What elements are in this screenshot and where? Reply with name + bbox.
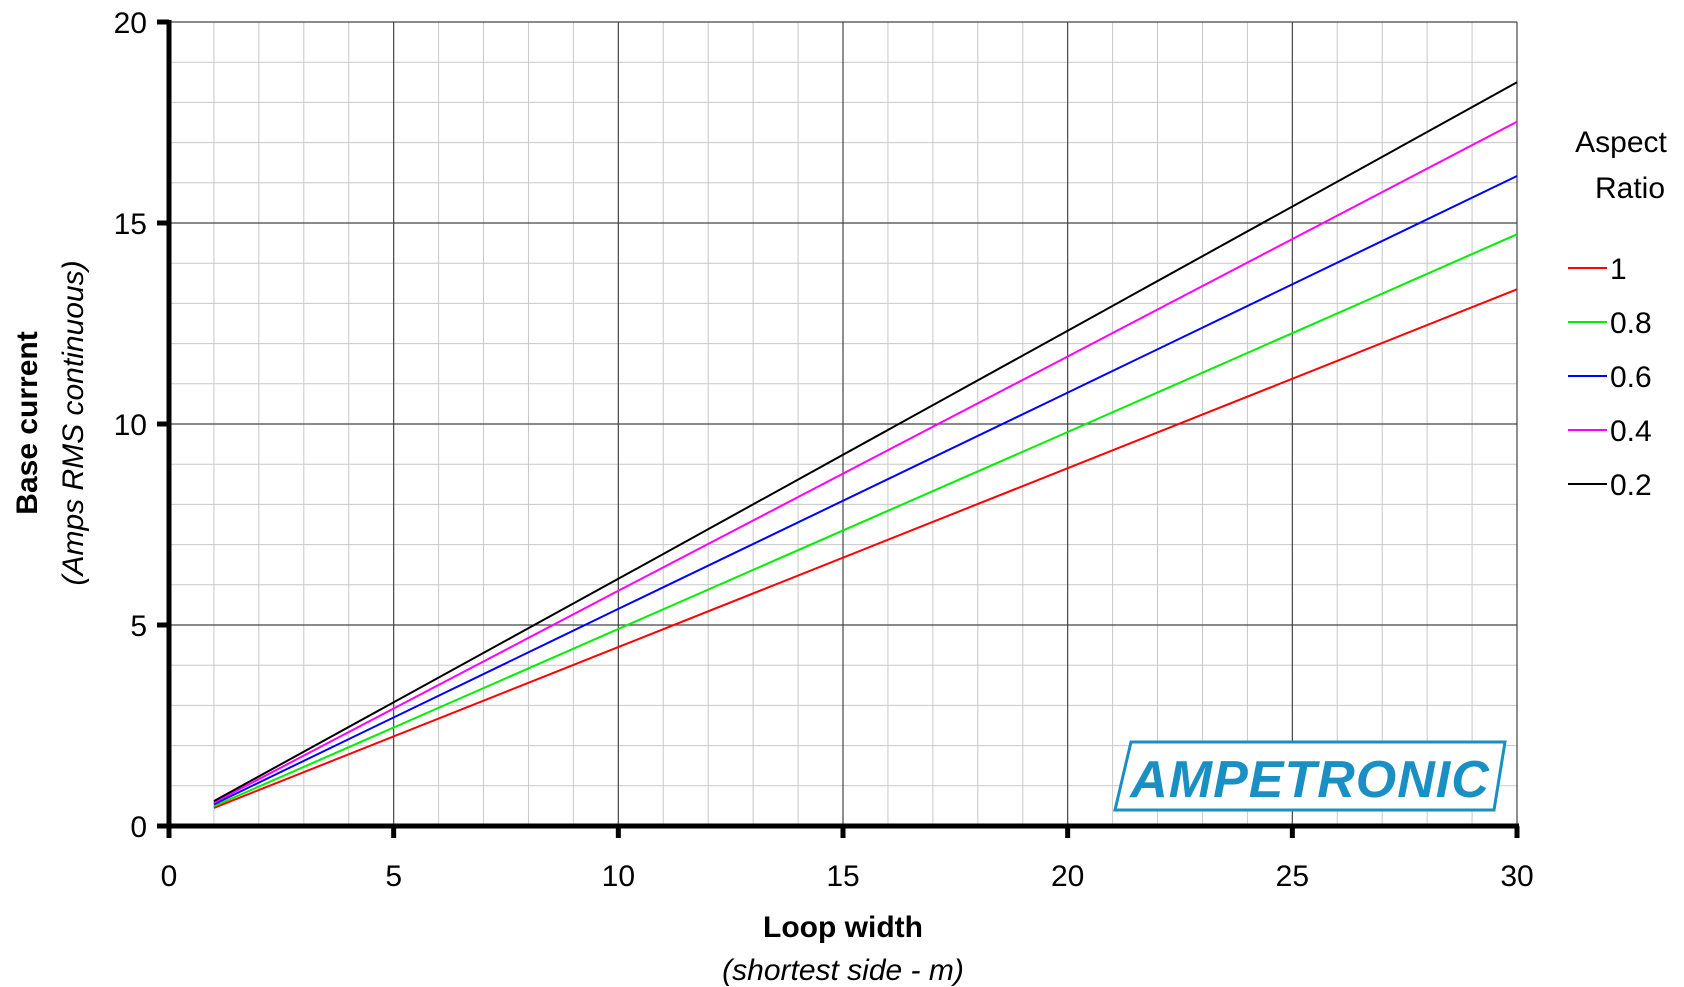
series-line-0.6 xyxy=(213,175,1518,806)
legend-label-0.6: 0.6 xyxy=(1610,361,1652,394)
legend-title: Aspect xyxy=(1575,126,1667,159)
x-tick-label: 20 xyxy=(1051,860,1084,893)
x-tick-label: 25 xyxy=(1276,860,1309,893)
y-tick-label: 20 xyxy=(114,7,147,40)
series-line-0.8 xyxy=(213,233,1518,808)
x-axis-title: Loop width xyxy=(763,911,923,944)
y-tick-label: 10 xyxy=(114,409,147,442)
series-line-1 xyxy=(213,288,1518,809)
y-axis-title: Base current xyxy=(11,331,44,514)
series-line-0.2 xyxy=(213,81,1518,802)
x-tick-label: 0 xyxy=(161,860,178,893)
ticks-layer: 0 5 10 15 20 25 30 0 5 10 15 20 xyxy=(114,7,1534,893)
legend-title-line2: Ratio xyxy=(1595,172,1665,205)
x-tick-label: 30 xyxy=(1500,860,1533,893)
y-tick-label: 5 xyxy=(130,610,147,643)
x-tick-label: 15 xyxy=(826,860,859,893)
ampetronic-logo: AMPETRONIC xyxy=(1113,740,1507,812)
grid-major xyxy=(169,21,1518,826)
x-tick-label: 5 xyxy=(385,860,402,893)
legend-label-1: 1 xyxy=(1610,253,1627,286)
y-tick-label: 0 xyxy=(130,811,147,844)
series-layer xyxy=(213,81,1518,809)
series-line-0.4 xyxy=(213,120,1518,804)
legend-label-0.8: 0.8 xyxy=(1610,307,1652,340)
x-axis-subtitle: (shortest side - m) xyxy=(722,954,964,987)
legend-label-0.4: 0.4 xyxy=(1610,415,1652,448)
logo-frame xyxy=(1113,740,1507,812)
logo-text: AMPETRONIC xyxy=(1128,751,1490,809)
y-tick-label: 15 xyxy=(114,208,147,241)
legend: Aspect Ratio 1 0.8 0.6 0.4 0.2 xyxy=(1568,126,1668,502)
legend-label-0.2: 0.2 xyxy=(1610,469,1652,502)
x-tick-label: 10 xyxy=(602,860,635,893)
y-axis-subtitle: (Amps RMS continuous) xyxy=(57,260,90,585)
